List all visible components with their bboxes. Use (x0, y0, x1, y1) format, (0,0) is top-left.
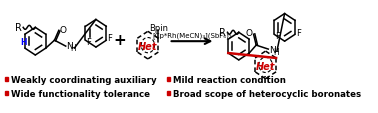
Text: N: N (269, 45, 276, 54)
Text: [Cp*Rh(MeCN)₃](SbF₆)₂: [Cp*Rh(MeCN)₃](SbF₆)₂ (152, 32, 232, 38)
Bar (5, 77, 8, 81)
Bar (167, 77, 170, 81)
Text: F: F (86, 37, 91, 46)
Text: +: + (114, 32, 127, 47)
Text: N: N (67, 41, 73, 50)
Bar (167, 91, 170, 95)
Text: F: F (107, 33, 112, 42)
Text: Het: Het (138, 42, 158, 52)
Text: O: O (246, 29, 253, 38)
Text: R: R (15, 23, 22, 33)
Bar (5, 91, 8, 95)
Text: F: F (275, 32, 280, 40)
Text: H: H (273, 47, 279, 56)
Text: H: H (70, 43, 76, 52)
Text: R: R (219, 28, 226, 38)
Text: Het: Het (256, 61, 275, 71)
Text: O: O (60, 26, 67, 35)
Text: Weakly coordinating auxiliary: Weakly coordinating auxiliary (11, 75, 157, 84)
Text: Broad scope of heterocyclic boronates: Broad scope of heterocyclic boronates (173, 89, 361, 98)
Text: Mild reaction condition: Mild reaction condition (173, 75, 286, 84)
Text: Bpin: Bpin (149, 24, 168, 33)
Text: H: H (21, 38, 27, 47)
Text: F: F (296, 29, 301, 38)
Text: Wide functionality tolerance: Wide functionality tolerance (11, 89, 150, 98)
